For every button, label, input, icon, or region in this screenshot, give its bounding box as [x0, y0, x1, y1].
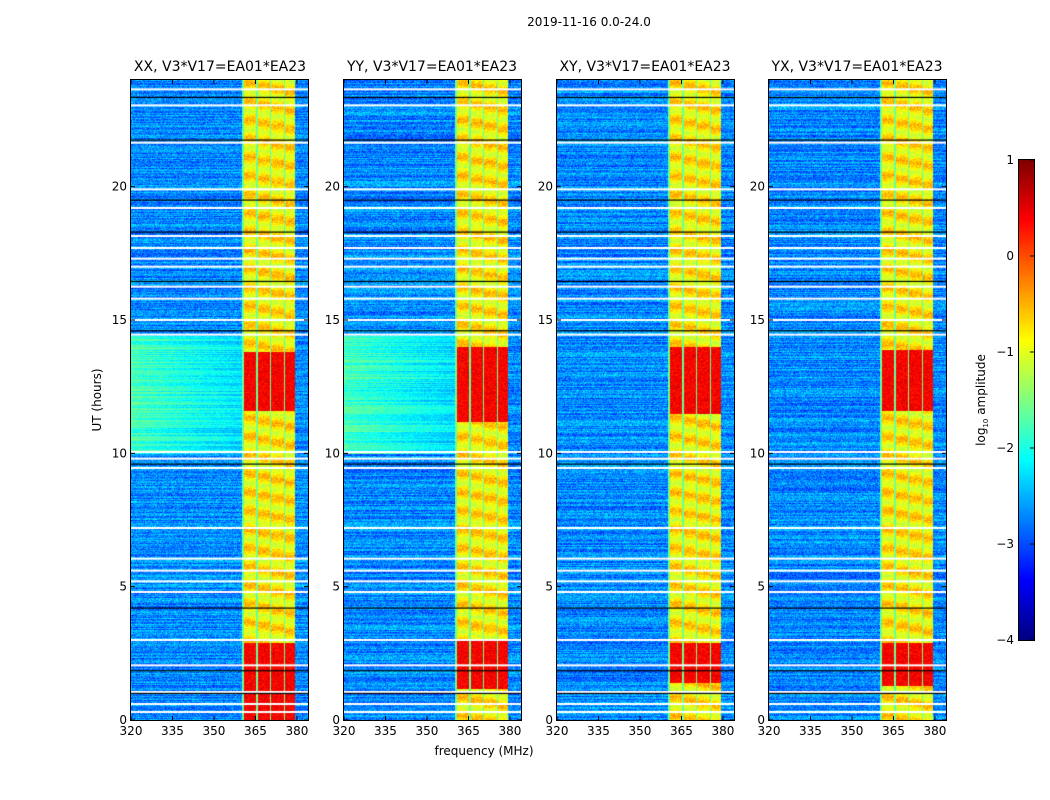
x-tick-label: 350 — [416, 724, 439, 738]
y-tick-label: 20 — [538, 180, 553, 194]
panel-title-xy: XY, V3*V17=EA01*EA23 — [559, 59, 731, 75]
x-tick-label: 335 — [799, 724, 822, 738]
spectrogram-panel-xx — [130, 79, 309, 721]
x-tick-label: 320 — [758, 724, 781, 738]
colorbar-gradient — [1019, 160, 1034, 640]
figure-title: 2019-11-16 0.0-24.0 — [527, 15, 651, 29]
y-tick-label: 15 — [538, 313, 553, 327]
x-tick-label: 365 — [882, 724, 905, 738]
colorbar-tick-label: −3 — [996, 537, 1014, 551]
x-tick-label: 365 — [670, 724, 693, 738]
x-tick-label: 350 — [841, 724, 864, 738]
heatmap-xy — [557, 80, 734, 720]
y-tick-label: 20 — [112, 180, 127, 194]
y-tick-label: 10 — [750, 446, 765, 460]
spectrogram-panel-yy — [343, 79, 522, 721]
x-tick-label: 380 — [711, 724, 734, 738]
x-tick-label: 335 — [161, 724, 184, 738]
x-tick-label: 335 — [587, 724, 610, 738]
y-tick-label: 15 — [112, 313, 127, 327]
y-tick-label: 10 — [325, 446, 340, 460]
y-tick-label: 10 — [112, 446, 127, 460]
y-tick-label: 10 — [538, 446, 553, 460]
x-tick-label: 320 — [120, 724, 143, 738]
x-tick-label: 380 — [923, 724, 946, 738]
y-tick-label: 0 — [545, 713, 553, 727]
y-tick-label: 15 — [750, 313, 765, 327]
heatmap-xx — [131, 80, 308, 720]
x-tick-label: 320 — [333, 724, 356, 738]
x-tick-label: 380 — [498, 724, 521, 738]
colorbar-tick-label: 0 — [1006, 249, 1014, 263]
colorbar — [1018, 159, 1035, 641]
colorbar-tick-label: −1 — [996, 345, 1014, 359]
y-tick-label: 0 — [119, 713, 127, 727]
y-tick-label: 0 — [757, 713, 765, 727]
colorbar-tick-label: −4 — [996, 633, 1014, 647]
y-tick-label: 5 — [545, 580, 553, 594]
y-tick-label: 20 — [750, 180, 765, 194]
heatmap-yx — [769, 80, 946, 720]
y-tick-label: 20 — [325, 180, 340, 194]
x-tick-label: 320 — [546, 724, 569, 738]
y-tick-label: 5 — [119, 580, 127, 594]
y-tick-label: 15 — [325, 313, 340, 327]
x-tick-label: 350 — [629, 724, 652, 738]
spectrogram-panel-xy — [556, 79, 735, 721]
x-tick-label: 365 — [244, 724, 267, 738]
x-axis-label: frequency (MHz) — [434, 744, 534, 758]
heatmap-yy — [344, 80, 521, 720]
x-tick-label: 380 — [285, 724, 308, 738]
x-tick-label: 350 — [203, 724, 226, 738]
panel-title-yx: YX, V3*V17=EA01*EA23 — [771, 59, 943, 75]
colorbar-tick-label: 1 — [1006, 153, 1014, 167]
y-tick-label: 5 — [332, 580, 340, 594]
y-tick-label: 0 — [332, 713, 340, 727]
panel-title-yy: YY, V3*V17=EA01*EA23 — [346, 59, 518, 75]
y-tick-label: 5 — [757, 580, 765, 594]
colorbar-tick-label: −2 — [996, 441, 1014, 455]
x-tick-label: 365 — [457, 724, 480, 738]
x-tick-label: 335 — [374, 724, 397, 738]
panel-title-xx: XX, V3*V17=EA01*EA23 — [133, 59, 307, 75]
spectrogram-panel-yx — [768, 79, 947, 721]
